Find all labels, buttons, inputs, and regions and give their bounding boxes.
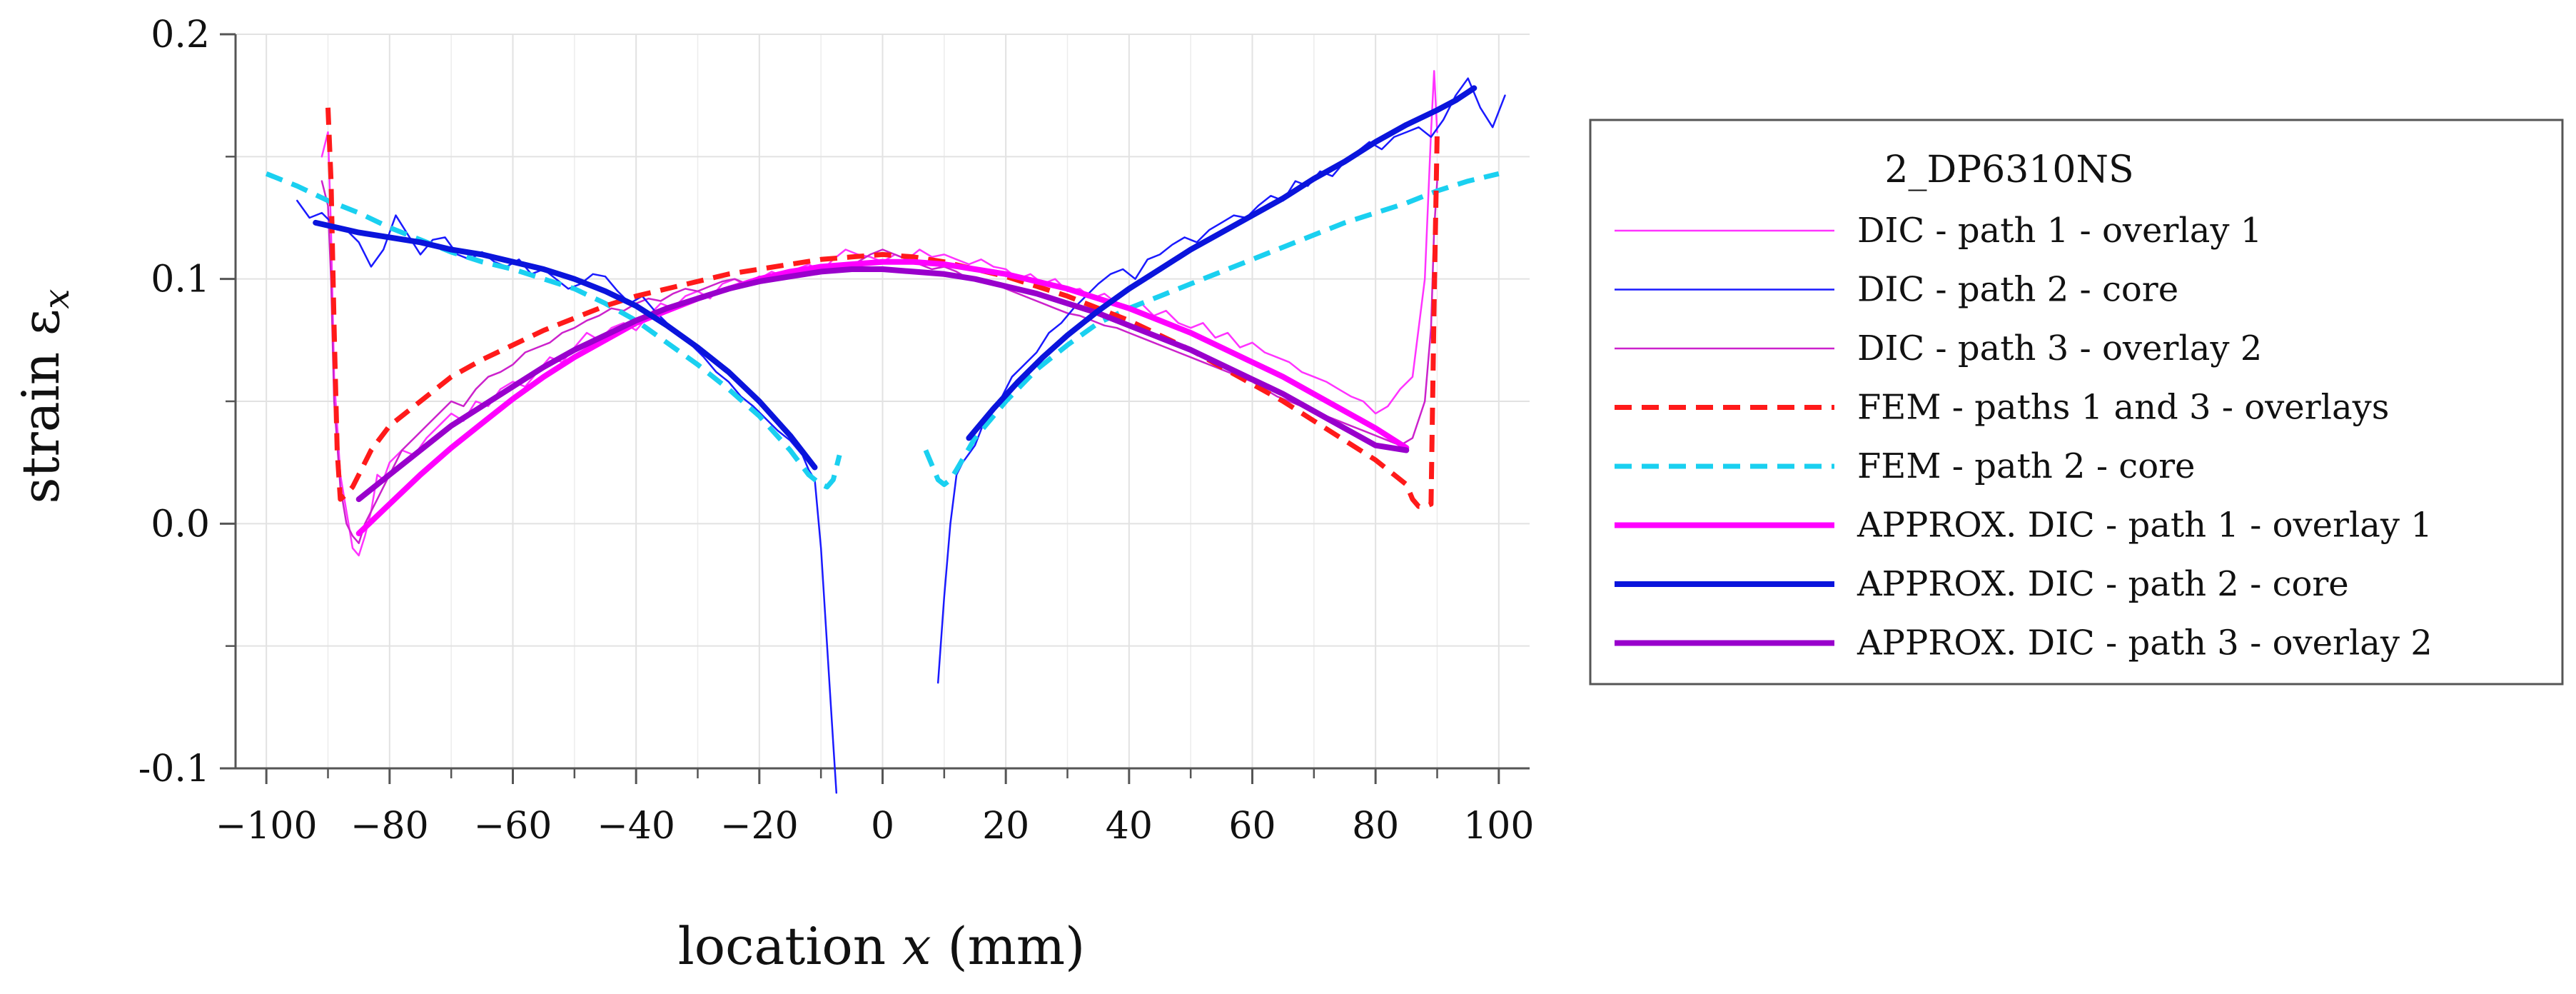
series-line-5: [265, 171, 1500, 490]
y-tick-label: -0.1: [138, 748, 210, 790]
x-tick-label: 60: [1228, 805, 1276, 848]
series-line-6: [355, 258, 1410, 536]
series-line-2: [296, 77, 1506, 794]
y-axis-label-pre: strain ε: [11, 309, 71, 504]
x-tick-label: 80: [1352, 805, 1399, 848]
legend-items: DIC - path 1 - overlay 1 DIC - path 2 - c…: [1615, 211, 2433, 663]
series-layer: [265, 70, 1506, 794]
x-tick-label: 40: [1106, 805, 1153, 848]
x-tick-label: −60: [474, 805, 552, 848]
legend-label: FEM - paths 1 and 3 - overlays: [1857, 388, 2389, 428]
legend-label: DIC - path 2 - core: [1857, 270, 2178, 310]
series-line-7: [313, 85, 1478, 471]
x-axis-label: location x (mm): [678, 916, 1085, 976]
y-axis-label: strain εx: [11, 288, 77, 503]
x-axis-label-pre: location: [678, 916, 902, 976]
y-tick-label: 0.0: [151, 503, 210, 546]
legend-label: APPROX. DIC - path 3 - overlay 2: [1857, 623, 2433, 663]
x-axis-label-post: (mm): [931, 916, 1086, 976]
legend-label: APPROX. DIC - path 1 - overlay 1: [1857, 506, 2433, 546]
x-tick-label: −100: [216, 805, 318, 848]
series-line-8: [355, 266, 1410, 503]
x-axis-label-var: x: [902, 916, 931, 976]
x-tick-label: 20: [982, 805, 1029, 848]
y-tick-label: 0.1: [151, 258, 210, 301]
x-tick-label: −80: [350, 805, 429, 848]
legend-label: FEM - path 2 - core: [1857, 446, 2195, 486]
y-tick-label: 0.2: [151, 14, 210, 56]
ticks-layer: −100 −80 −60 −40 −20 0 20 40 60 80 100 -0.1 0.0 0.1 0.…: [138, 14, 1535, 848]
x-tick-label: 0: [871, 805, 894, 848]
legend-title: 2_DP6310NS: [1884, 149, 2133, 191]
y-axis-label-sub: x: [36, 288, 77, 308]
series-line-1: [320, 70, 1438, 557]
x-tick-label: 100: [1463, 805, 1534, 848]
legend-label: APPROX. DIC - path 2 - core: [1857, 564, 2349, 604]
legend-box: [1589, 119, 2564, 686]
legend-label: DIC - path 1 - overlay 1: [1857, 211, 2262, 251]
x-tick-label: −40: [597, 805, 675, 848]
legend-label: DIC - path 3 - overlay 2: [1857, 328, 2262, 368]
x-tick-label: −20: [720, 805, 799, 848]
